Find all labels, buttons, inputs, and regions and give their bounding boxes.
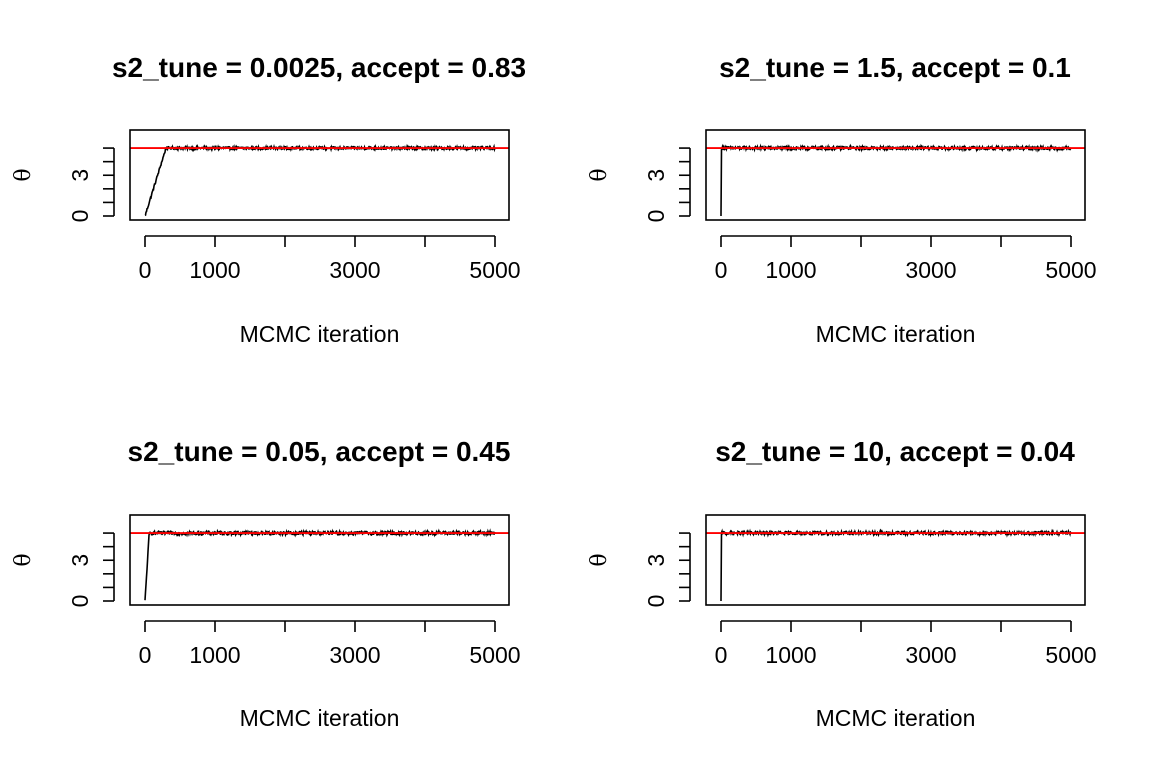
x-tick-label: 5000 xyxy=(1045,257,1096,283)
plot-frame xyxy=(129,514,510,606)
plot-frame xyxy=(705,514,1086,606)
x-tick-label: 1000 xyxy=(765,257,816,283)
x-tick-label: 5000 xyxy=(1045,642,1096,668)
x-tick-label: 0 xyxy=(715,257,728,283)
x-tick-label: 1000 xyxy=(765,642,816,668)
x-tick-label: 3000 xyxy=(905,257,956,283)
plot-frame xyxy=(129,129,510,221)
trace-line xyxy=(720,143,1072,216)
y-tick-label: 0 xyxy=(643,595,669,608)
panel-trace-3: s2_tune = 10, accept = 0.04 0 1000 3000 5000… xyxy=(587,436,1097,731)
x-tick-label: 1000 xyxy=(189,257,240,283)
x-tick-label: 0 xyxy=(715,642,728,668)
y-tick-label: 3 xyxy=(643,169,669,182)
x-tick-label: 3000 xyxy=(329,257,380,283)
y-tick-label: 0 xyxy=(67,595,93,608)
x-tick-label: 5000 xyxy=(469,642,520,668)
x-tick-label: 0 xyxy=(139,257,152,283)
y-axis-label: θ xyxy=(587,553,612,566)
x-axis-label: MCMC iteration xyxy=(240,321,400,347)
x-axis-label: MCMC iteration xyxy=(240,705,400,731)
y-tick-label: 3 xyxy=(67,169,93,182)
panel-trace-2: s2_tune = 0.05, accept = 0.45 0 1000 3000 50… xyxy=(11,436,521,731)
y-axis-label: θ xyxy=(11,553,36,566)
y-axis-label: θ xyxy=(587,168,612,181)
x-tick-label: 3000 xyxy=(329,642,380,668)
panel-title: s2_tune = 0.0025, accept = 0.83 xyxy=(112,52,526,83)
plot-frame xyxy=(705,129,1086,221)
panel-title: s2_tune = 0.05, accept = 0.45 xyxy=(128,436,511,467)
trace-line xyxy=(720,528,1072,601)
x-tick-label: 1000 xyxy=(189,642,240,668)
y-axis-label: θ xyxy=(11,168,36,181)
trace-line xyxy=(144,528,496,601)
panel-trace-0: s2_tune = 0.0025, accept = 0.83 0 1000 3000… xyxy=(11,52,526,347)
panel-title: s2_tune = 10, accept = 0.04 xyxy=(715,436,1075,467)
x-axis-label: MCMC iteration xyxy=(816,321,976,347)
trace-line xyxy=(144,143,496,217)
x-axis-label: MCMC iteration xyxy=(816,705,976,731)
y-tick-label: 0 xyxy=(67,210,93,223)
y-tick-label: 3 xyxy=(643,554,669,567)
x-tick-label: 3000 xyxy=(905,642,956,668)
panel-title: s2_tune = 1.5, accept = 0.1 xyxy=(719,52,1071,83)
y-tick-label: 0 xyxy=(643,210,669,223)
panel-trace-1: s2_tune = 1.5, accept = 0.1 0 1000 3000 5000… xyxy=(587,52,1097,347)
x-tick-label: 5000 xyxy=(469,257,520,283)
y-tick-label: 3 xyxy=(67,554,93,567)
x-tick-label: 0 xyxy=(139,642,152,668)
